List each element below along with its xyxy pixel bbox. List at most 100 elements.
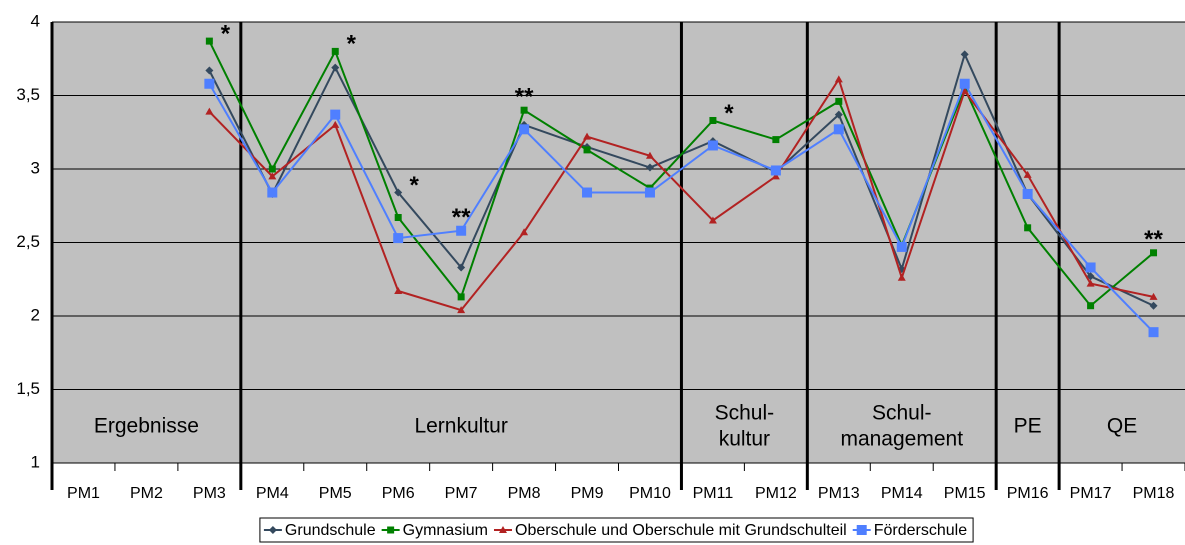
marker — [205, 107, 214, 115]
marker — [268, 165, 276, 173]
marker — [205, 37, 213, 45]
significance-label: * — [221, 20, 231, 47]
marker — [1150, 249, 1158, 257]
marker — [583, 132, 592, 140]
legend-marker — [498, 526, 507, 533]
marker — [644, 187, 655, 198]
significance-label: * — [724, 100, 734, 127]
x-tick-label: PM11 — [693, 485, 734, 502]
x-tick-label: PM4 — [256, 485, 289, 502]
marker — [394, 287, 403, 295]
x-tick-label: PM13 — [818, 485, 860, 502]
marker — [834, 75, 843, 83]
y-tick-label: 2,5 — [16, 232, 40, 251]
marker — [520, 228, 529, 236]
marker — [709, 116, 717, 124]
series-line — [208, 40, 1155, 308]
y-tick-label: 3 — [31, 158, 40, 177]
marker — [960, 50, 969, 59]
legend-label: Förderschule — [874, 522, 967, 539]
legend-item: Grundschule — [263, 522, 376, 539]
marker — [267, 187, 278, 198]
series-line — [208, 77, 1154, 312]
significance-label: ** — [452, 204, 471, 231]
marker — [707, 140, 718, 151]
marker — [457, 293, 465, 301]
marker — [331, 47, 339, 55]
section-label: Lernkultur — [414, 415, 507, 438]
legend-marker — [856, 525, 867, 535]
marker — [1086, 279, 1095, 287]
marker — [331, 120, 340, 128]
legend-label: Grundschule — [285, 522, 376, 539]
marker — [772, 136, 780, 144]
x-tick-label: PM6 — [382, 485, 415, 502]
marker — [1024, 224, 1032, 232]
x-tick-label: PM14 — [881, 485, 923, 502]
section-label: Schul- — [872, 402, 932, 425]
x-tick-label: PM9 — [571, 485, 604, 502]
legend-marker — [268, 526, 277, 534]
legend-item: Oberschule und Oberschule mit Grundschul… — [493, 522, 847, 539]
marker — [1022, 188, 1033, 199]
marker — [205, 66, 214, 75]
y-tick-label: 4 — [31, 11, 40, 30]
marker — [833, 124, 844, 135]
x-tick-label: PM2 — [130, 485, 163, 502]
marker — [394, 214, 402, 222]
legend-item: Förderschule — [852, 522, 967, 539]
x-tick-label: PM7 — [445, 485, 478, 502]
x-tick-label: PM10 — [629, 485, 671, 502]
section-label: Schul- — [715, 402, 775, 425]
marker — [393, 233, 404, 244]
marker — [330, 109, 341, 120]
marker — [1085, 262, 1096, 273]
significance-label: ** — [515, 84, 534, 111]
marker — [519, 124, 530, 135]
y-tick-label: 3,5 — [16, 85, 40, 104]
legend-item: Gymnasium — [381, 522, 488, 539]
legend-label: Oberschule und Oberschule mit Grundschul… — [515, 522, 847, 539]
x-tick-label: PM18 — [1133, 485, 1175, 502]
marker — [1149, 301, 1158, 310]
section-label: PE — [1014, 415, 1042, 438]
marker — [394, 188, 403, 197]
y-tick-label: 2 — [31, 305, 40, 324]
x-tick-label: PM15 — [944, 485, 986, 502]
marker — [457, 263, 466, 272]
significance-label: * — [410, 172, 420, 199]
marker — [896, 241, 907, 252]
marker — [1023, 170, 1032, 178]
marker — [456, 225, 467, 236]
marker — [834, 110, 843, 119]
marker — [583, 146, 591, 154]
marker — [520, 106, 528, 114]
marker — [331, 63, 340, 72]
marker — [457, 306, 466, 314]
legend-marker — [387, 526, 395, 534]
x-tick-label: PM8 — [508, 485, 541, 502]
section-label: Ergebnisse — [94, 415, 199, 438]
x-tick-label: PM17 — [1070, 485, 1112, 502]
marker — [645, 163, 654, 172]
section-label: kultur — [719, 428, 770, 451]
marker — [708, 216, 717, 224]
section-label: QE — [1107, 415, 1137, 438]
marker — [959, 78, 970, 89]
x-tick-label: PM12 — [755, 485, 797, 502]
marker — [582, 187, 593, 198]
marker — [204, 78, 215, 89]
x-tick-label: PM5 — [319, 485, 352, 502]
significance-label: ** — [1144, 226, 1163, 253]
legend: Grundschule Gymnasium Oberschule und Obers… — [259, 517, 974, 543]
y-tick-label: 1 — [31, 452, 40, 471]
marker — [1087, 302, 1095, 310]
marker — [771, 172, 780, 180]
section-label: management — [840, 428, 963, 451]
marker — [645, 151, 654, 159]
y-tick-label: 1,5 — [16, 379, 40, 398]
legend-label: Gymnasium — [403, 522, 488, 539]
marker — [897, 273, 906, 281]
series-line — [208, 81, 1155, 333]
